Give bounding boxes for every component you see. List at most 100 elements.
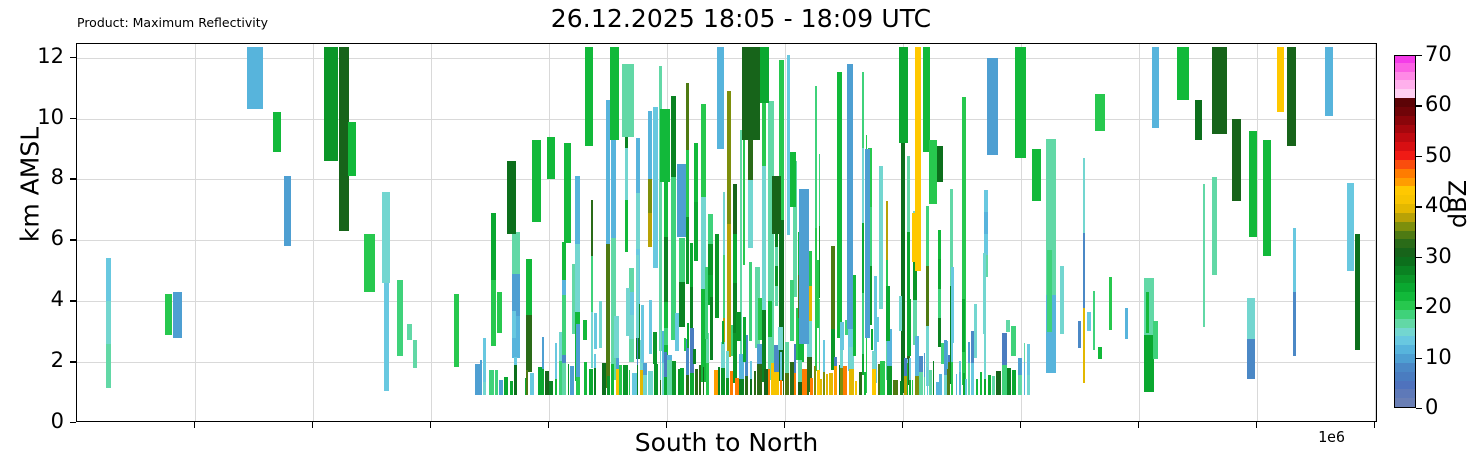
reflectivity-cell [908,358,912,380]
y-tick-label: 0 [50,409,64,433]
reflectivity-cell [679,237,685,283]
reflectivity-columns [77,44,1376,421]
reflectivity-cell [904,376,907,395]
reflectivity-cell [947,354,951,363]
colorbar-tick-label: 30 [1425,243,1452,268]
reflectivity-cell [677,164,686,238]
reflectivity-cell [1047,250,1053,332]
reflectivity-cell [1046,295,1056,374]
reflectivity-cell [830,287,835,329]
reflectivity-cell [666,355,672,361]
reflectivity-cell [926,326,929,387]
reflectivity-cell [937,259,942,289]
reflectivity-cell [629,291,635,316]
reflectivity-cell [900,124,906,393]
reflectivity-cell [790,152,796,207]
reflectivity-cell [1098,346,1102,360]
x-tick-mark [1256,422,1258,428]
reflectivity-cell [507,161,516,235]
reflectivity-cell [625,287,630,336]
gridline-horizontal [77,179,1376,181]
reflectivity-cell [744,375,749,395]
colorbar-segment [1395,300,1415,310]
colorbar-segment [1395,291,1415,302]
reflectivity-cell [699,364,702,395]
reflectivity-cell [583,320,587,341]
reflectivity-cell [593,354,597,369]
reflectivity-cell [542,368,545,395]
reflectivity-cell [868,147,872,208]
gridline-vertical [1139,44,1140,421]
reflectivity-cell [690,287,693,332]
reflectivity-cell [575,377,580,395]
reflectivity-cell [636,255,639,338]
reflectivity-cell [785,341,789,374]
colorbar-segment [1395,265,1415,275]
reflectivity-cell [868,207,872,267]
reflectivity-cell [722,254,725,318]
reflectivity-cell [971,362,974,395]
colorbar-tick-mark [1416,206,1422,208]
reflectivity-cell [807,376,809,395]
reflectivity-cell [779,379,783,395]
colorbar-segment [1395,238,1415,249]
reflectivity-cell [648,111,652,146]
reflectivity-cell [594,312,598,349]
reflectivity-cell [979,372,983,395]
y-axis-tick-labels: 0 2 4 6 8 10 12 [0,43,64,431]
gridline-vertical [549,44,550,421]
reflectivity-cell [853,274,856,357]
reflectivity-cell [685,216,690,284]
reflectivity-cell [591,255,593,312]
reflectivity-cell [664,237,668,303]
reflectivity-cell [718,367,720,395]
reflectivity-cell [886,286,891,341]
x-tick-mark [430,422,432,428]
reflectivity-cell [1011,370,1017,395]
reflectivity-cell [670,258,677,340]
reflectivity-cell [912,212,921,262]
reflectivity-cell [991,375,995,395]
reflectivity-cell [607,376,610,395]
reflectivity-cell [475,364,480,395]
reflectivity-cell [802,368,807,395]
reflectivity-cell [1077,320,1081,349]
reflectivity-cell [834,366,837,395]
reflectivity-cell [950,361,954,395]
colorbar-segment [1395,56,1415,63]
reflectivity-cell [695,368,698,395]
reflectivity-cell [779,352,783,380]
reflectivity-cell [787,55,791,235]
reflectivity-cell [1263,139,1271,256]
reflectivity-cell [1144,335,1154,393]
reflectivity-cell [919,371,924,395]
colorbar-segment [1395,353,1415,363]
x-tick-mark [902,422,904,428]
reflectivity-cell [825,374,828,395]
colorbar-segment [1395,106,1415,116]
colorbar-tick-label: 60 [1425,92,1452,117]
reflectivity-cell [879,165,883,309]
reflectivity-cell [789,362,795,395]
colorbar-segment [1395,247,1415,257]
reflectivity-cell [690,242,693,288]
reflectivity-cell [770,363,774,395]
reflectivity-cell [1032,149,1041,201]
reflectivity-cell [677,369,680,395]
reflectivity-cell [413,340,417,368]
reflectivity-cell [562,294,566,346]
reflectivity-cell [453,293,459,367]
reflectivity-cell [561,355,566,363]
reflectivity-cell [690,373,695,395]
reflectivity-cell [984,190,989,212]
colorbar-segment [1395,212,1415,222]
reflectivity-cell [871,369,876,395]
reflectivity-cell [584,361,587,395]
reflectivity-cell [636,328,639,366]
reflectivity-cell [555,343,558,379]
reflectivity-cell [555,378,558,395]
reflectivity-cell [1146,291,1149,334]
reflectivity-cell [982,252,986,335]
reflectivity-cell [813,365,816,395]
reflectivity-cell [339,47,349,232]
